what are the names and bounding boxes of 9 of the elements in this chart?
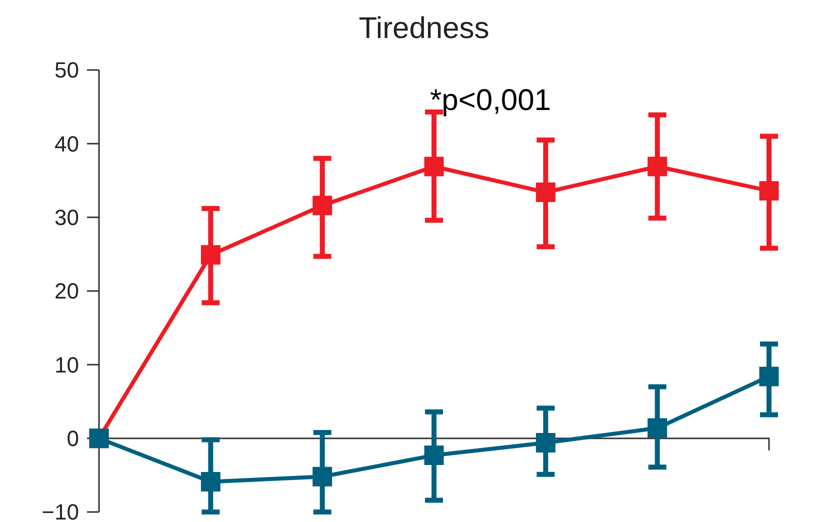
y-tick-label: 20 — [54, 278, 79, 304]
y-tick-label: 30 — [54, 205, 79, 230]
y-tick-label: 10 — [54, 352, 79, 378]
annotation: *p<0,001 — [430, 84, 551, 117]
y-tick-label: 50 — [54, 58, 79, 83]
y-tick-label: −10 — [42, 500, 79, 522]
y-tick-label: 40 — [54, 131, 79, 156]
chart-title: Tiredness — [358, 12, 490, 45]
y-tick-label: 0 — [66, 426, 79, 452]
